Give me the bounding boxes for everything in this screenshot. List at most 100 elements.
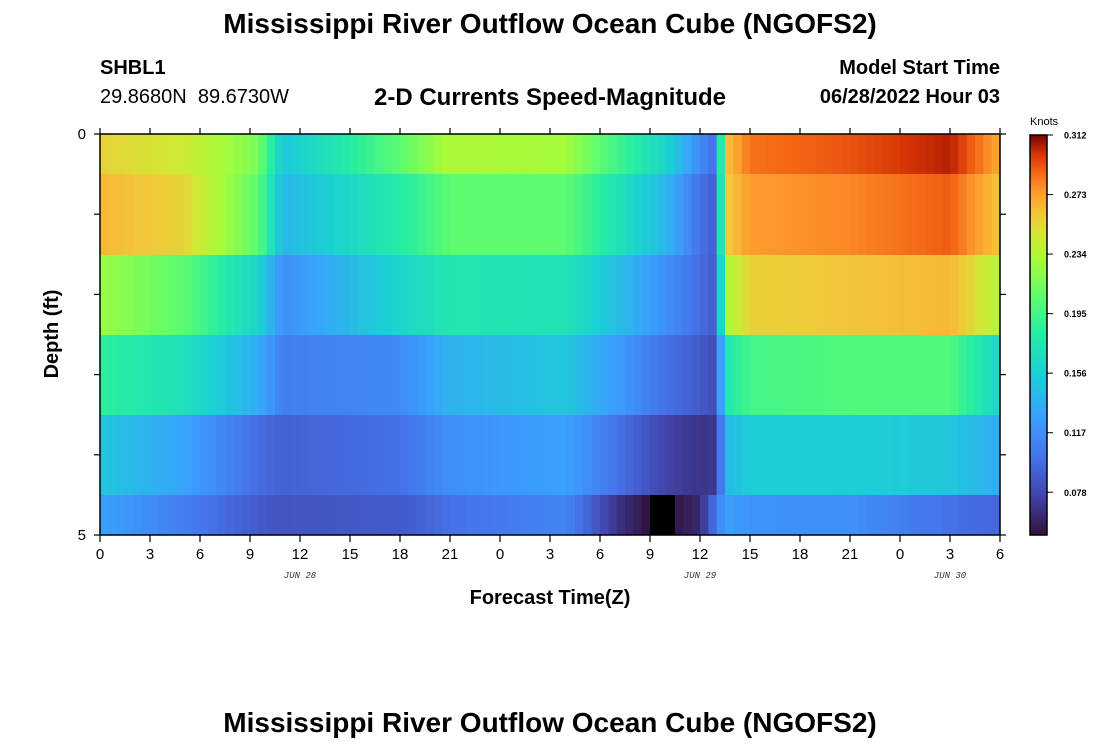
heatmap-cell: [600, 415, 609, 495]
heatmap-cell: [516, 255, 526, 335]
heatmap-cell: [841, 335, 851, 415]
heatmap-cell: [391, 174, 401, 255]
heatmap-cell: [266, 495, 276, 535]
heatmap-cell: [100, 174, 109, 255]
heatmap-cell: [558, 255, 568, 335]
heatmap-cell: [691, 415, 701, 495]
heatmap-cell: [691, 495, 701, 535]
heatmap-cell: [450, 335, 459, 415]
heatmap-cell: [466, 174, 476, 255]
heatmap-cell: [175, 415, 184, 495]
heatmap-cell: [883, 174, 893, 255]
model-start-label: Model Start Time: [839, 57, 1000, 79]
heatmap-cell: [991, 174, 1001, 255]
heatmap-cell: [641, 255, 651, 335]
heatmap-cell: [641, 415, 651, 495]
heatmap-cell: [533, 134, 543, 174]
heatmap-cell: [375, 255, 384, 335]
heatmap-cell: [225, 415, 234, 495]
heatmap-cell: [133, 335, 143, 415]
heatmap-cell: [791, 335, 801, 415]
heatmap-cell: [883, 335, 893, 415]
heatmap-cell: [925, 174, 934, 255]
heatmap-cell: [908, 255, 918, 335]
heatmap-cell: [575, 495, 584, 535]
heatmap-cell: [758, 255, 768, 335]
heatmap-cell: [916, 335, 926, 415]
heatmap-cell: [800, 415, 809, 495]
heatmap-cell: [208, 415, 218, 495]
x-tick-label: 3: [546, 546, 554, 563]
heatmap-cell: [466, 495, 476, 535]
heatmap-cell: [108, 335, 118, 415]
heatmap-cell: [725, 255, 734, 335]
heatmap-cell: [233, 255, 243, 335]
heatmap-cell: [208, 134, 218, 174]
heatmap-cell: [658, 335, 668, 415]
heatmap-cell: [408, 255, 418, 335]
heatmap-cell: [450, 415, 459, 495]
station-id: SHBL1: [100, 57, 166, 79]
heatmap-cell: [866, 174, 876, 255]
heatmap-cell: [833, 335, 843, 415]
heatmap-cell: [475, 415, 484, 495]
heatmap-cell: [233, 134, 243, 174]
heatmap-cell: [608, 134, 618, 174]
heatmap-cell: [875, 415, 884, 495]
heatmap-cell: [308, 174, 318, 255]
heatmap-cell: [350, 174, 359, 255]
heatmap-cell: [741, 134, 751, 174]
model-start-value: 06/28/2022 Hour 03: [819, 86, 1000, 108]
heatmap-cell: [775, 495, 784, 535]
heatmap-cell: [783, 495, 793, 535]
heatmap-cell: [716, 415, 726, 495]
heatmap-cell: [666, 174, 676, 255]
heatmap-cell: [500, 174, 509, 255]
heatmap-cell: [675, 134, 684, 174]
heatmap-cell: [833, 174, 843, 255]
bottom-title: Mississippi River Outflow Ocean Cube (NG…: [223, 707, 877, 738]
heatmap-cell: [366, 134, 376, 174]
heatmap-cell: [833, 255, 843, 335]
heatmap-cell: [875, 255, 884, 335]
heatmap-cell: [225, 495, 234, 535]
heatmap-cell: [108, 255, 118, 335]
heatmap-cell: [375, 134, 384, 174]
heatmap-cell: [966, 415, 976, 495]
heatmap-cell: [858, 255, 868, 335]
heatmap-cell: [441, 255, 451, 335]
heatmap-cell: [291, 495, 301, 535]
heatmap-cell: [141, 174, 151, 255]
heatmap-cell: [950, 415, 959, 495]
heatmap-cell: [333, 134, 343, 174]
heatmap-cell: [533, 495, 543, 535]
heatmap-cell: [583, 255, 593, 335]
heatmap-cell: [950, 134, 959, 174]
heatmap-cell: [450, 495, 459, 535]
heatmap-cell: [525, 335, 534, 415]
heatmap-cell: [108, 134, 118, 174]
heatmap-cell: [741, 415, 751, 495]
heatmap-cell: [958, 415, 968, 495]
heatmap-cell: [500, 134, 509, 174]
heatmap-cell: [633, 134, 643, 174]
heatmap-cell: [208, 495, 218, 535]
heatmap-cell: [716, 255, 726, 335]
x-tick-label: 6: [196, 546, 204, 563]
heatmap-cell: [875, 174, 884, 255]
heatmap-cell: [308, 134, 318, 174]
heatmap-cell: [616, 134, 626, 174]
heatmap-cell: [483, 134, 493, 174]
heatmap-cell: [250, 134, 259, 174]
heatmap-cell: [400, 495, 409, 535]
heatmap-cell: [333, 255, 343, 335]
heatmap-cell: [250, 415, 259, 495]
heatmap-cells: [100, 134, 1001, 535]
heatmap-cell: [108, 174, 118, 255]
heatmap-cell: [275, 495, 284, 535]
x-tick-label: 0: [896, 546, 904, 563]
heatmap-cell: [650, 415, 659, 495]
heatmap-cell: [783, 415, 793, 495]
heatmap-cell: [508, 495, 518, 535]
heatmap-cell: [416, 134, 426, 174]
